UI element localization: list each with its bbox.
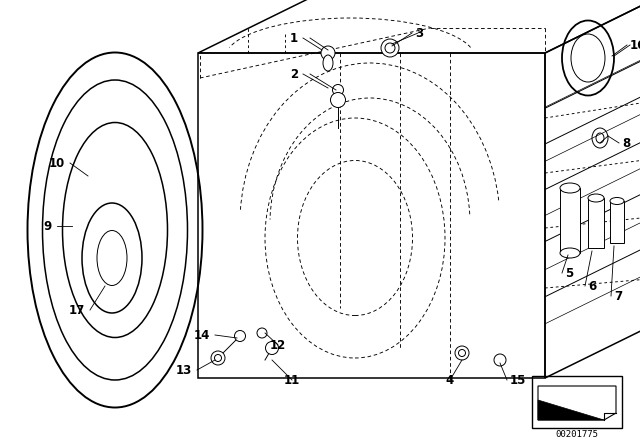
Polygon shape [538,400,604,420]
Ellipse shape [234,331,246,341]
Ellipse shape [333,85,344,95]
Text: 10: 10 [49,156,65,169]
Ellipse shape [560,248,580,258]
Bar [610,201,624,243]
Text: 13: 13 [176,363,192,376]
Ellipse shape [381,39,399,57]
Ellipse shape [588,194,604,202]
Text: 1: 1 [290,31,298,44]
Ellipse shape [330,92,346,108]
Ellipse shape [494,354,506,366]
Text: 8: 8 [622,137,630,150]
Text: 14: 14 [194,328,210,341]
Ellipse shape [257,328,267,338]
Text: 11: 11 [284,374,300,387]
Text: 00201775: 00201775 [556,430,598,439]
Text: 9: 9 [44,220,52,233]
Text: 12: 12 [270,339,286,352]
Bar [588,198,604,248]
Text: 15: 15 [510,374,526,387]
Text: 6: 6 [588,280,596,293]
Text: 2: 2 [290,68,298,81]
Text: 17: 17 [68,303,85,316]
Text: 5: 5 [565,267,573,280]
Ellipse shape [385,43,395,53]
Ellipse shape [323,55,333,71]
Text: 3: 3 [415,26,423,39]
Text: 4: 4 [446,374,454,387]
Bar [560,188,580,253]
Ellipse shape [266,341,278,354]
Ellipse shape [458,349,465,357]
Ellipse shape [560,183,580,193]
Ellipse shape [455,346,469,360]
Ellipse shape [211,351,225,365]
Ellipse shape [214,354,221,362]
Text: 7: 7 [614,289,622,302]
Ellipse shape [610,198,624,204]
Bar [532,376,622,428]
Text: 16: 16 [630,39,640,52]
Ellipse shape [321,46,335,60]
